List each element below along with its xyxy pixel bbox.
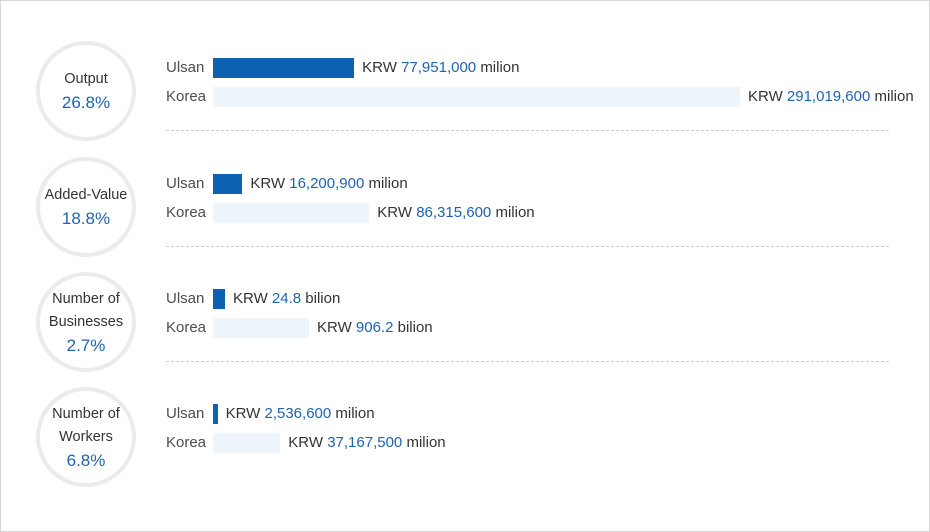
korea-row-label: Korea bbox=[166, 434, 207, 451]
value-number: 291,019,600 bbox=[786, 88, 871, 105]
value-number: 37,167,500 bbox=[327, 434, 403, 451]
korea-value-label: KRW 291,019,600 milion bbox=[748, 87, 914, 107]
value-number: 77,951,000 bbox=[401, 59, 477, 76]
ulsan-row-label: Ulsan bbox=[166, 175, 205, 192]
metric-circle: Number of Businesses 2.7% bbox=[36, 272, 136, 372]
metric-name: Added-Value bbox=[44, 187, 128, 203]
ulsan-bar bbox=[213, 58, 355, 78]
korea-value-label: KRW 86,315,600 milion bbox=[377, 203, 534, 223]
metric-share: 18.8% bbox=[61, 209, 111, 228]
metric-share: 6.8% bbox=[66, 450, 106, 470]
korea-row-label: Korea bbox=[166, 88, 207, 105]
value-unit: bilion bbox=[305, 290, 341, 307]
value-number: 86,315,600 bbox=[416, 204, 492, 221]
value-unit: bilion bbox=[397, 319, 433, 336]
currency-prefix: KRW bbox=[748, 88, 783, 105]
ulsan-row-label: Ulsan bbox=[166, 405, 205, 422]
metric-section: Number of Businesses 2.7% Ulsan KRW 24.8 bi… bbox=[0, 251, 930, 372]
currency-prefix: KRW bbox=[317, 319, 352, 336]
metric-circle: Number of Workers 6.8% bbox=[36, 387, 136, 487]
currency-prefix: KRW bbox=[362, 59, 397, 76]
value-number: 906.2 bbox=[355, 319, 394, 336]
korea-value-label: KRW 37,167,500 milion bbox=[288, 433, 445, 453]
section-divider bbox=[166, 246, 889, 247]
korea-bar bbox=[213, 318, 309, 338]
ulsan-bar bbox=[213, 289, 225, 309]
value-unit: milion bbox=[406, 434, 446, 451]
metric-share: 2.7% bbox=[66, 335, 106, 355]
ulsan-value-label: KRW 2,536,600 milion bbox=[226, 404, 375, 424]
currency-prefix: KRW bbox=[225, 405, 261, 422]
currency-prefix: KRW bbox=[250, 175, 286, 192]
korea-row-label: Korea bbox=[166, 204, 207, 221]
currency-prefix: KRW bbox=[288, 434, 324, 451]
value-number: 2,536,600 bbox=[264, 405, 332, 422]
currency-prefix: KRW bbox=[233, 290, 268, 307]
value-unit: milion bbox=[495, 204, 535, 221]
metric-circle: Output 26.8% bbox=[36, 41, 136, 141]
section-divider bbox=[166, 130, 889, 131]
ulsan-row-label: Ulsan bbox=[166, 290, 205, 307]
metric-share: 26.8% bbox=[61, 93, 111, 112]
ulsan-bar bbox=[213, 404, 218, 424]
korea-row-label: Korea bbox=[166, 319, 207, 336]
korea-value-label: KRW 906.2 bilion bbox=[317, 318, 433, 338]
ulsan-value-label: KRW 16,200,900 milion bbox=[250, 174, 407, 194]
value-number: 16,200,900 bbox=[289, 175, 365, 192]
metric-section: Output 26.8% Ulsan KRW 77,951,000 milion Kor… bbox=[0, 20, 930, 141]
korea-bar bbox=[213, 433, 281, 453]
korea-bar bbox=[213, 203, 370, 223]
metric-name: Number of Businesses bbox=[48, 290, 124, 330]
value-unit: milion bbox=[874, 88, 914, 105]
korea-bar bbox=[213, 87, 740, 107]
metric-name: Output bbox=[64, 71, 108, 87]
value-unit: milion bbox=[480, 59, 520, 76]
metric-section: Added-Value 18.8% Ulsan KRW 16,200,900 mili… bbox=[0, 136, 930, 257]
currency-prefix: KRW bbox=[377, 204, 413, 221]
value-unit: milion bbox=[368, 175, 408, 192]
ulsan-bar bbox=[213, 174, 243, 194]
ulsan-row-label: Ulsan bbox=[166, 59, 205, 76]
metric-section: Number of Workers 6.8% Ulsan KRW 2,536,600 … bbox=[0, 366, 930, 487]
value-number: 24.8 bbox=[271, 290, 302, 307]
value-unit: milion bbox=[335, 405, 375, 422]
ulsan-value-label: KRW 77,951,000 milion bbox=[362, 58, 519, 78]
section-divider bbox=[166, 361, 889, 362]
metric-name: Number of Workers bbox=[52, 405, 120, 445]
metric-circle: Added-Value 18.8% bbox=[36, 157, 136, 257]
ulsan-value-label: KRW 24.8 bilion bbox=[233, 289, 340, 309]
